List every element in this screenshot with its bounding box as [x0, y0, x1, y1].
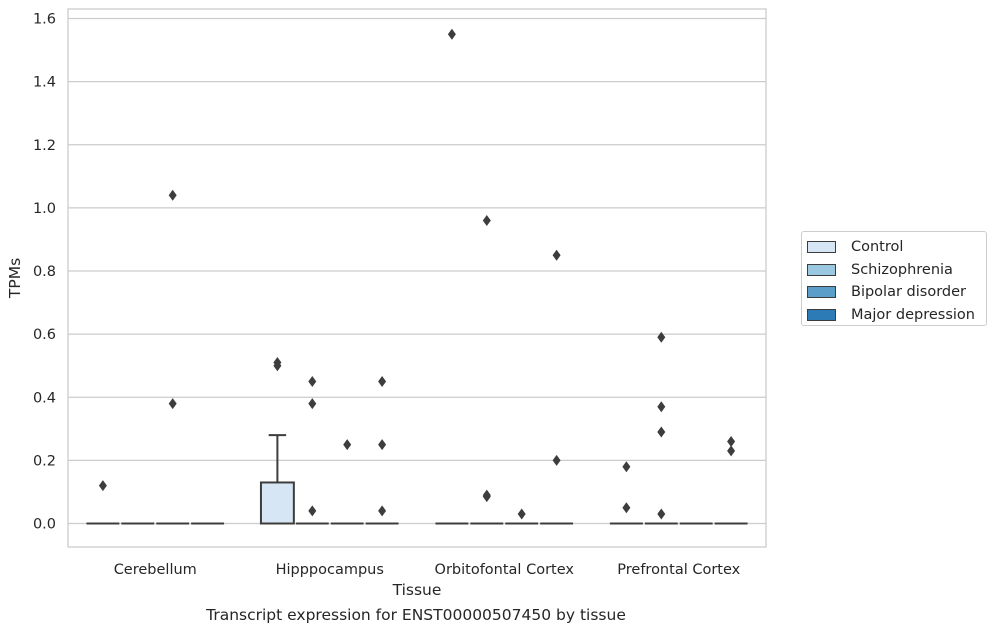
y-tick-label: 1.0 [33, 201, 56, 217]
plot-frame [67, 8, 767, 548]
y-tick-label: 0.4 [33, 390, 56, 406]
legend-item: Bipolar disorder [807, 281, 986, 304]
outlier-point [378, 439, 387, 451]
outlier-point [447, 28, 456, 40]
y-axis-label: TPMs [6, 258, 24, 299]
legend: Control Schizophrenia Bipolar disorder Majo… [801, 231, 987, 326]
outlier-point [308, 505, 317, 517]
outlier-point [657, 331, 666, 343]
outlier-point [168, 398, 177, 410]
outlier-point [378, 375, 387, 387]
outlier-point [657, 508, 666, 520]
outlier-point [98, 480, 107, 492]
legend-label: Schizophrenia [851, 261, 953, 278]
outlier-point [657, 426, 666, 438]
legend-item: Schizophrenia [807, 259, 986, 282]
x-tick-label: Prefrontal Cortex [617, 562, 740, 578]
y-tick-label: 1.6 [33, 12, 56, 28]
box [259, 434, 295, 525]
outlier-point [273, 357, 282, 369]
legend-item: Major depression [807, 304, 986, 327]
outlier-point [378, 505, 387, 517]
x-axis-label: Tissue [392, 581, 442, 599]
legend-label: Bipolar disorder [851, 284, 966, 301]
outlier-point [517, 508, 526, 520]
y-tick-label: 1.4 [33, 75, 56, 91]
legend-swatch [807, 241, 836, 254]
chart-caption: Transcript expression for ENST0000050745… [206, 606, 626, 624]
outlier-point [308, 375, 317, 387]
x-tick-label: Cerebellum [114, 562, 197, 578]
box-series [86, 434, 748, 525]
outlier-point [482, 215, 491, 226]
outlier-point [622, 461, 631, 473]
y-tick-label: 1.2 [33, 138, 56, 154]
outlier-points [98, 28, 736, 520]
outlier-point [622, 502, 631, 514]
legend-label: Major depression [851, 306, 975, 323]
legend-swatch [807, 263, 836, 276]
outlier-point [168, 189, 177, 201]
box-body [259, 481, 295, 525]
y-tick-label: 0.8 [33, 264, 56, 280]
y-gridlines [68, 17, 766, 525]
x-tick-label: Hipppocampus [276, 562, 384, 578]
y-tick-label: 0.6 [33, 327, 56, 343]
outlier-point [727, 445, 736, 457]
outlier-point [727, 435, 736, 447]
outlier-point [343, 439, 352, 451]
legend-item: Control [807, 236, 986, 259]
outlier-point [552, 454, 561, 466]
x-tick-label: Orbitofontal Cortex [435, 562, 575, 578]
legend-swatch [807, 308, 836, 321]
outlier-point [482, 491, 491, 503]
legend-label: Control [851, 239, 904, 256]
outlier-point [657, 401, 666, 413]
y-tick-labels: 0.0 0.2 0.4 0.6 0.8 1.0 1.2 1.4 1.6 [33, 12, 56, 533]
outlier-point [308, 398, 317, 410]
x-tick-labels: Cerebellum Hipppocampus Orbitofontal Corte… [114, 562, 741, 578]
legend-swatch [807, 286, 836, 299]
y-tick-label: 0.2 [33, 453, 56, 469]
outlier-point [552, 249, 561, 261]
y-tick-label: 0.0 [33, 517, 56, 533]
